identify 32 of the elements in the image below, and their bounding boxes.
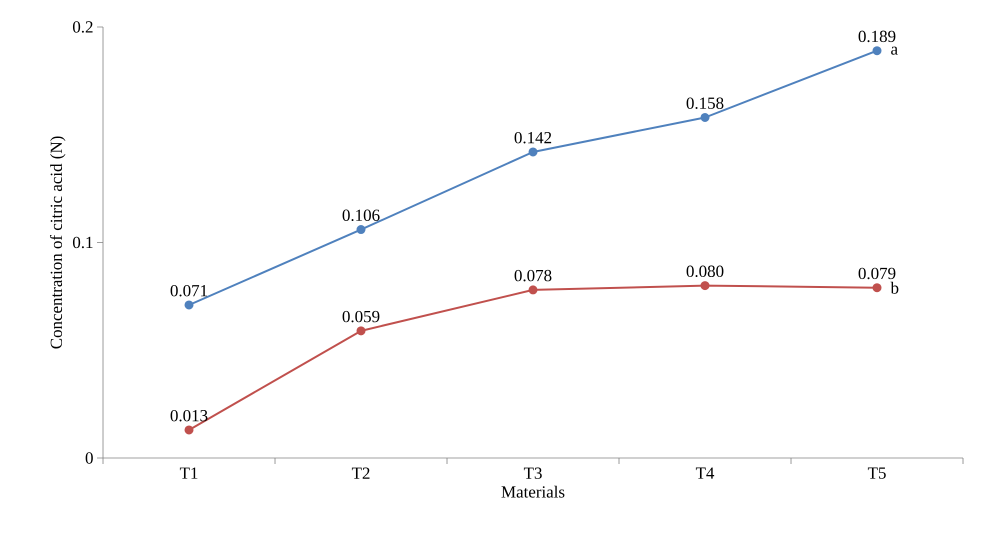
x-tick-label: T3 [524,468,542,479]
point [528,147,538,156]
y-tick-label: 0 [86,452,93,464]
y-tick-label: 0.2 [72,21,93,33]
x-tick-label: T4 [696,468,714,479]
data-label: 0.189 [858,30,896,42]
data-label: 0.079 [858,268,896,280]
point [872,283,882,292]
data-label: 0.158 [686,97,724,109]
x-tick-label: T1 [180,468,198,479]
data-label: 0.071 [170,284,208,296]
point [528,285,538,294]
y-axis-title: Concentration of citric acid (N) [50,136,66,349]
data-label: 0.080 [686,266,724,278]
point [700,281,710,290]
point [700,112,710,122]
data-label: 0.142 [514,132,552,144]
point [356,225,366,234]
point [184,300,194,310]
series-label: b [890,282,898,294]
point [872,46,882,56]
series-label: a [891,46,898,55]
point [356,326,366,336]
point [184,425,194,434]
data-label: 0.013 [170,410,208,422]
x-axis-title: Materials [502,486,564,498]
data-label: 0.078 [514,270,552,282]
x-tick-label: T5 [868,468,886,479]
data-label: 0.106 [342,210,380,222]
data-label: 0.059 [342,310,380,322]
x-tick-label: T2 [352,468,370,479]
y-tick-label: 0.1 [72,236,92,248]
